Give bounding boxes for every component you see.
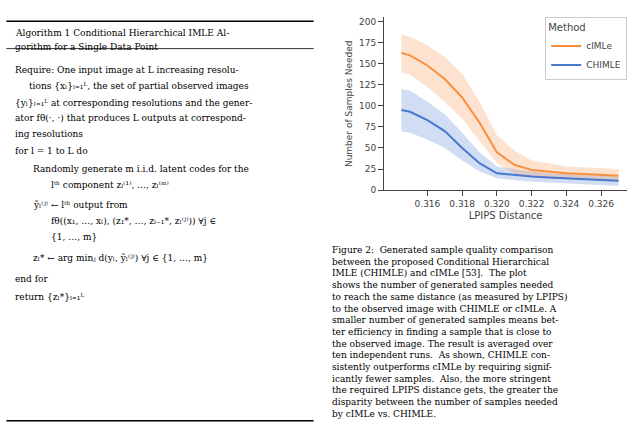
- svg-text:0.316: 0.316: [415, 199, 441, 209]
- svg-text:50: 50: [365, 143, 377, 153]
- svg-text:0.326: 0.326: [588, 199, 614, 209]
- svg-text:fθ((x₁, …, xₗ), (z₁*, …, zₗ₋₁*: fθ((x₁, …, xₗ), (z₁*, …, zₗ₋₁*, zₗ⁽ʲ⁾)) …: [51, 216, 216, 226]
- svg-text:175: 175: [359, 38, 376, 48]
- svg-text:0.320: 0.320: [484, 199, 510, 209]
- svg-text:ing resolutions: ing resolutions: [15, 129, 83, 139]
- svg-text:150: 150: [359, 59, 376, 69]
- svg-text:Require: One input image at L: Require: One input image at L increasing…: [15, 65, 239, 75]
- svg-text:125: 125: [359, 80, 376, 90]
- svg-text:LPIPS Distance: LPIPS Distance: [469, 210, 543, 221]
- svg-text:zₗ* ← arg minⱼ d(yₗ, ỹₗ⁽ʲ⁾) ∀j: zₗ* ← arg minⱼ d(yₗ, ỹₗ⁽ʲ⁾) ∀j ∈ {1, …, …: [33, 253, 208, 263]
- svg-text:for l = 1 to L do: for l = 1 to L do: [15, 146, 88, 156]
- svg-text:100: 100: [359, 101, 376, 111]
- svg-text:cIMLe: cIMLe: [586, 41, 612, 51]
- svg-text:lᵗʰ component zₗ⁽¹⁾, …, zₗ⁽ᵐ⁾: lᵗʰ component zₗ⁽¹⁾, …, zₗ⁽ᵐ⁾: [51, 180, 169, 190]
- svg-text:ator fθ(·, ·) that produces L: ator fθ(·, ·) that produces L outputs at…: [15, 113, 246, 123]
- svg-text:CHIMLE: CHIMLE: [586, 60, 620, 70]
- svg-text:Number of Samples Needed: Number of Samples Needed: [344, 40, 354, 167]
- svg-text:Method: Method: [548, 22, 586, 33]
- svg-text:ỹₗ⁽ʲ⁾ ← lᵗʰ output from: ỹₗ⁽ʲ⁾ ← lᵗʰ output from: [33, 200, 128, 210]
- svg-text:Randomly generate m i.i.d. lat: Randomly generate m i.i.d. latent codes …: [33, 164, 249, 174]
- svg-text:25: 25: [365, 164, 376, 174]
- svg-text:gorithm for a Single Data Poin: gorithm for a Single Data Point: [15, 42, 158, 52]
- svg-text:Algorithm 1 Conditional Hierar: Algorithm 1 Conditional Hierarchical IML…: [15, 28, 229, 38]
- svg-text:end for: end for: [15, 274, 48, 284]
- svg-text:{yₗ}ₗ₌₁ᴸ at corresponding reso: {yₗ}ₗ₌₁ᴸ at corresponding resolutions an…: [15, 98, 252, 108]
- svg-text:0.318: 0.318: [449, 199, 475, 209]
- svg-text:0.324: 0.324: [554, 199, 580, 209]
- svg-text:75: 75: [365, 122, 376, 132]
- svg-text:0.322: 0.322: [519, 199, 545, 209]
- svg-text:200: 200: [359, 17, 376, 27]
- svg-text:0: 0: [370, 185, 376, 195]
- svg-text:return {zₗ*}ₗ₌₁ᴸ: return {zₗ*}ₗ₌₁ᴸ: [15, 292, 84, 302]
- svg-text:{1, …, m}: {1, …, m}: [51, 232, 97, 242]
- svg-text:Figure 2: Generated sample qu: Figure 2: Generated sample quality compa…: [332, 245, 567, 419]
- svg-text:tions {xₗ}ₗ₌₁ᴸ, the set of par: tions {xₗ}ₗ₌₁ᴸ, the set of partial obser…: [29, 81, 249, 91]
